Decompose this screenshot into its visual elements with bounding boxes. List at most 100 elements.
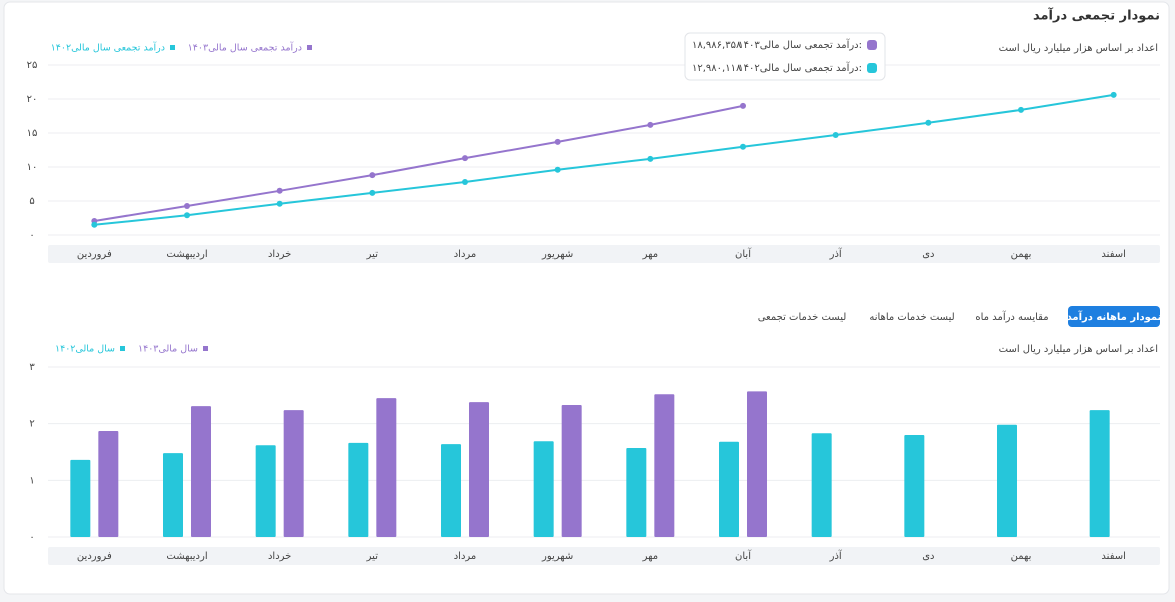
legend-swatch [120,346,125,351]
y-tick-label: ۲ [29,419,34,430]
bar [283,410,304,537]
x-tick-label: شهریور [541,249,573,260]
bar [561,404,582,537]
bar [70,459,91,537]
bar [376,398,397,537]
y-tick-label: ۰ [29,230,34,241]
point [1018,106,1024,113]
x-tick-label: آبان [735,247,752,260]
point [276,200,283,207]
x-tick-label: تیر [366,249,379,260]
x-tick-label: اسفند [1101,249,1125,260]
x-axis-strip [48,547,1160,565]
x-tick-label: آبان [735,549,752,562]
point [925,119,932,126]
x-tick-label: مهر [642,249,658,260]
x-tick-label: فروردین [77,249,112,260]
chart-title: نمودار تجمعی درآمد [1033,7,1160,24]
bar [469,402,489,537]
tooltip-value: ۱۸,۹۸۶,۳۵۸ [692,40,742,51]
bar [997,424,1017,537]
x-tick-label: اردیبهشت [166,249,207,260]
bar [98,431,119,537]
point [184,203,190,210]
tooltip-label: درآمد تجمعی سال مالی۱۴۰۲: [738,61,862,74]
point [462,178,468,185]
x-tick-label: اسفند [1101,551,1125,562]
bar [191,406,211,537]
x-tick-label: مرداد [454,249,477,260]
bar [747,391,767,537]
bar [348,442,369,537]
point [276,187,283,194]
legend-label: سال مالی۱۴۰۳ [138,344,198,355]
bar [1089,410,1110,537]
y-tick-label: ۱۵ [27,128,38,139]
legend-label: درآمد تجمعی سال مالی۱۴۰۲ [51,41,165,54]
x-tick-label: شهریور [541,551,573,562]
x-tick-label: آذر [829,549,843,562]
point [462,155,468,162]
bar [255,445,276,537]
point [832,132,839,139]
tooltip-label: درآمد تجمعی سال مالی۱۴۰۳: [738,38,862,51]
bar [904,435,925,537]
x-tick-label: اردیبهشت [166,551,207,562]
point [647,155,654,162]
x-axis-strip [48,245,1160,263]
bar [719,441,739,537]
tooltip-box [684,32,886,81]
x-tick-label: بهمن [1011,551,1032,562]
active-tab[interactable] [1068,306,1160,327]
bar [654,394,675,537]
tooltip-value: ۱۲,۹۸۰,۱۱۸ [692,63,742,74]
y-tick-label: ۱۰ [27,162,38,173]
subtitle: اعداد بر اساس هزار میلیارد ریال است [999,43,1158,54]
point [369,189,376,196]
y-tick-label: ۰ [29,532,34,543]
point [184,212,190,219]
legend-swatch [307,45,312,50]
legend-swatch [203,346,208,351]
point [740,143,746,150]
point [554,138,561,145]
bar [441,444,461,537]
x-tick-label: دی [922,551,934,562]
legend-label: درآمد تجمعی سال مالی۱۴۰۳ [188,41,302,54]
tooltip: درآمد تجمعی سال مالی۱۴۰۳:۱۸,۹۸۶,۳۵۸ درآمد… [684,32,886,81]
x-tick-label: مرداد [454,551,477,562]
y-tick-label: ۵ [29,196,34,207]
x-tick-label: بهمن [1011,249,1032,260]
x-tick-label: آذر [829,247,843,260]
y-tick-label: ۲۵ [27,60,38,71]
tooltip-swatch [867,63,877,73]
tab[interactable]: نمودار ماهانه درآمد [1067,310,1162,323]
tab[interactable]: لیست خدمات ماهانه [869,312,954,323]
line [94,104,744,222]
line [94,93,1114,226]
point [740,102,746,109]
x-tick-label: خرداد [268,551,291,562]
tab[interactable]: لیست خدمات تجمعی [758,312,847,323]
point [554,166,561,173]
subtitle: اعداد بر اساس هزار میلیارد ریال است [999,344,1158,355]
y-tick-label: ۳ [29,362,35,373]
point [369,172,376,179]
point [647,121,654,128]
point [1110,91,1117,98]
x-tick-label: فروردین [77,551,112,562]
bar [811,433,832,537]
x-tick-label: خرداد [268,249,291,260]
legend-label: سال مالی۱۴۰۲ [55,344,115,355]
bar [163,453,183,537]
legend-swatch [170,45,175,50]
bar [533,441,554,537]
x-tick-label: دی [922,249,934,260]
x-tick-label: تیر [366,551,379,562]
tab[interactable]: مقایسه درآمد ماه [975,310,1048,323]
y-tick-label: ۲۰ [27,94,38,105]
y-tick-label: ۱ [29,475,34,486]
point [91,221,98,228]
